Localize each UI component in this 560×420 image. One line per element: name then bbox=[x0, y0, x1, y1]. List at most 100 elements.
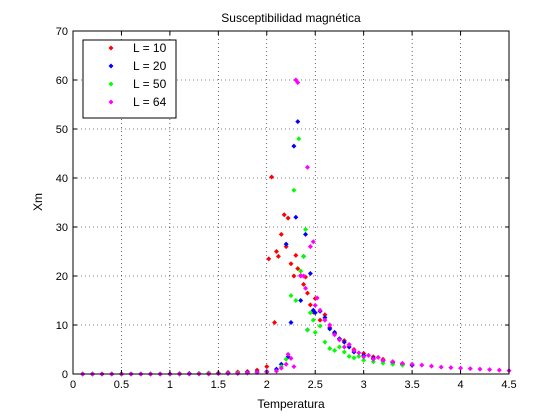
data-point bbox=[317, 317, 323, 323]
data-point bbox=[285, 215, 291, 221]
legend-box bbox=[82, 39, 177, 119]
x-tick-label: 4.5 bbox=[501, 379, 516, 391]
data-point bbox=[487, 367, 493, 373]
y-tick-label: 70 bbox=[56, 26, 68, 38]
data-point bbox=[291, 273, 297, 279]
data-point bbox=[293, 214, 299, 220]
data-point bbox=[346, 353, 352, 359]
data-point bbox=[351, 355, 357, 361]
data-point bbox=[291, 187, 297, 193]
y-tick-label: 30 bbox=[56, 222, 68, 234]
data-point bbox=[370, 356, 376, 362]
data-point bbox=[304, 327, 310, 333]
x-tick-label: 1.5 bbox=[211, 379, 226, 391]
legend-label-l10: L = 10 bbox=[133, 41, 167, 55]
data-point bbox=[310, 317, 316, 323]
x-tick-label: 4 bbox=[457, 379, 463, 391]
data-point bbox=[298, 298, 304, 303]
data-point bbox=[496, 367, 502, 373]
legend-label-l20: L = 20 bbox=[133, 59, 167, 73]
data-point bbox=[322, 317, 328, 323]
data-point bbox=[307, 271, 313, 277]
x-tick-label: 3.5 bbox=[404, 379, 419, 391]
data-point bbox=[307, 244, 313, 250]
chart-title: Susceptibilidad magnética bbox=[221, 11, 361, 25]
legend-marker-l10 bbox=[108, 45, 114, 51]
data-point bbox=[283, 241, 289, 247]
y-tick-label: 50 bbox=[56, 124, 68, 136]
data-point bbox=[288, 293, 294, 299]
legend-label-l50: L = 50 bbox=[133, 77, 167, 91]
data-point bbox=[272, 320, 278, 326]
y-axis-label: Xm bbox=[31, 193, 45, 211]
data-point bbox=[295, 79, 301, 85]
data-point bbox=[380, 360, 386, 366]
data-point bbox=[288, 261, 294, 267]
data-point bbox=[304, 290, 310, 296]
data-point bbox=[288, 355, 294, 361]
y-tick-label: 0 bbox=[62, 369, 68, 381]
data-point bbox=[310, 239, 316, 245]
data-point bbox=[295, 119, 301, 125]
data-point bbox=[312, 302, 318, 308]
data-point bbox=[336, 337, 342, 343]
data-point bbox=[269, 174, 275, 180]
data-point bbox=[264, 364, 270, 370]
axis-ticks: 0 0.5 1 1.5 2 2.5 3 3.5 4 4.5 0 10 20 30 40 50 60 70 bbox=[56, 26, 517, 391]
data-point bbox=[303, 285, 309, 291]
data-point bbox=[327, 326, 333, 332]
data-point bbox=[332, 332, 338, 338]
data-point bbox=[291, 143, 297, 149]
legend-label-l64: L = 64 bbox=[133, 95, 167, 109]
data-point bbox=[307, 310, 313, 316]
data-point bbox=[336, 344, 342, 350]
data-point bbox=[296, 136, 302, 142]
data-point bbox=[375, 354, 381, 360]
data-point bbox=[399, 360, 405, 366]
legend-marker-l50 bbox=[108, 81, 114, 87]
data-point bbox=[273, 368, 279, 374]
data-point bbox=[317, 307, 323, 313]
data-point bbox=[322, 339, 328, 345]
x-tick-label: 3 bbox=[361, 379, 367, 391]
data-point bbox=[288, 320, 294, 326]
data-point bbox=[307, 302, 313, 308]
data-point bbox=[283, 356, 289, 362]
data-point bbox=[317, 323, 323, 329]
x-tick-label: 0 bbox=[70, 379, 76, 391]
data-point bbox=[458, 365, 464, 371]
legend-marker-l20 bbox=[108, 63, 114, 69]
data-point bbox=[278, 231, 284, 237]
data-point bbox=[273, 249, 279, 254]
data-point bbox=[361, 354, 367, 360]
data-point bbox=[448, 365, 454, 371]
legend-marker-l64 bbox=[108, 99, 114, 105]
data-point bbox=[327, 322, 333, 328]
data-point bbox=[346, 342, 352, 348]
data-point bbox=[361, 357, 367, 363]
data-point bbox=[275, 253, 281, 259]
x-tick-label: 2 bbox=[264, 379, 270, 391]
data-point bbox=[293, 298, 299, 303]
data-point bbox=[301, 273, 307, 279]
data-point bbox=[283, 361, 289, 367]
data-point bbox=[278, 365, 284, 371]
data-point bbox=[312, 329, 318, 335]
data-point bbox=[312, 310, 318, 316]
data-point bbox=[356, 353, 362, 359]
y-tick-label: 20 bbox=[56, 271, 68, 283]
data-point bbox=[293, 252, 299, 258]
x-tick-label: 0.5 bbox=[114, 379, 129, 391]
axes-box bbox=[72, 30, 510, 375]
data-point bbox=[341, 339, 347, 345]
y-tick-label: 60 bbox=[56, 75, 68, 87]
data-point bbox=[301, 281, 307, 287]
x-axis-label: Temperatura bbox=[257, 397, 325, 411]
data-point bbox=[327, 346, 333, 352]
data-point bbox=[303, 226, 309, 232]
data-point bbox=[304, 164, 310, 170]
data-point bbox=[301, 253, 307, 259]
data-point bbox=[281, 212, 287, 218]
data-point bbox=[428, 363, 434, 369]
